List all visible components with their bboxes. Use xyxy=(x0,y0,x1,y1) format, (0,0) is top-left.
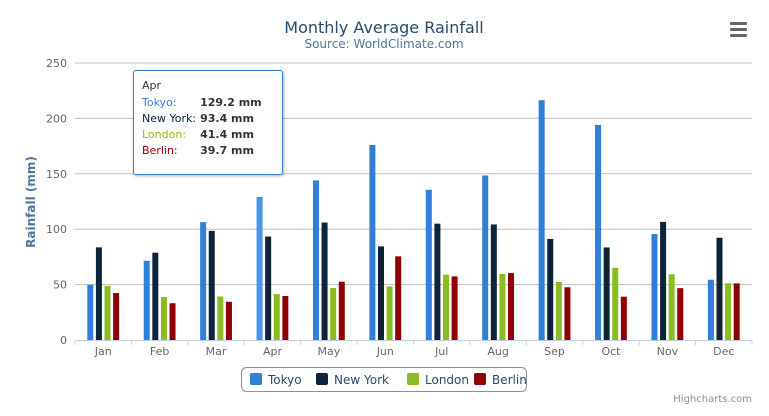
bar-new-york-apr[interactable] xyxy=(265,236,272,340)
export-menu-button[interactable] xyxy=(730,22,750,38)
bar-berlin-jun[interactable] xyxy=(395,256,402,340)
bar-new-york-dec[interactable] xyxy=(716,237,723,340)
y-tick-label: 0 xyxy=(60,334,67,347)
credits-link[interactable]: Highcharts.com xyxy=(673,394,752,405)
tooltip-row-tokyo: Tokyo: 129.2 mm xyxy=(142,96,262,109)
x-tick-label: Jan xyxy=(94,345,112,358)
bar-berlin-aug[interactable] xyxy=(508,273,515,340)
bar-berlin-jan[interactable] xyxy=(113,293,120,340)
bar-new-york-sep[interactable] xyxy=(547,238,554,340)
bar-berlin-oct[interactable] xyxy=(620,296,627,340)
legend-swatch xyxy=(474,373,486,385)
y-tick-label: 150 xyxy=(46,168,67,181)
x-tick-label: Feb xyxy=(150,345,169,358)
bar-tokyo-mar[interactable] xyxy=(200,222,207,340)
bar-tokyo-jul[interactable] xyxy=(425,189,432,340)
tooltip-header: Apr xyxy=(142,79,162,92)
bar-berlin-apr[interactable] xyxy=(282,296,289,340)
bar-london-mar[interactable] xyxy=(217,296,224,340)
bar-new-york-jul[interactable] xyxy=(434,223,441,340)
bar-berlin-may[interactable] xyxy=(338,281,345,340)
y-tick-label: 50 xyxy=(53,279,67,292)
y-tick-label: 200 xyxy=(46,112,67,125)
bar-tokyo-sep[interactable] xyxy=(538,100,545,341)
x-tick-label: Apr xyxy=(263,345,283,358)
y-tick-label: 250 xyxy=(46,57,67,70)
bar-london-feb[interactable] xyxy=(160,297,167,340)
x-tick-label: Mar xyxy=(206,345,227,358)
bar-tokyo-apr[interactable] xyxy=(256,196,263,340)
bar-new-york-aug[interactable] xyxy=(490,224,497,340)
bar-tokyo-jun[interactable] xyxy=(369,144,376,340)
legend-label[interactable]: New York xyxy=(334,373,389,387)
bar-berlin-mar[interactable] xyxy=(225,301,232,340)
x-tick-label: Nov xyxy=(657,345,679,358)
tooltip: Apr Tokyo: 129.2 mm New York: 93.4 mm Lond… xyxy=(133,70,283,175)
bar-london-apr[interactable] xyxy=(273,294,280,340)
bar-berlin-dec[interactable] xyxy=(733,283,740,340)
y-axis-title: Rainfall (mm) xyxy=(24,156,38,248)
legend-item-berlin[interactable]: Berlin xyxy=(474,373,527,387)
tooltip-row-new-york: New York: 93.4 mm xyxy=(142,112,254,125)
legend-label[interactable]: London xyxy=(425,373,469,387)
tooltip-row-london: London: 41.4 mm xyxy=(142,128,254,141)
bar-london-sep[interactable] xyxy=(555,281,562,340)
bar-london-dec[interactable] xyxy=(725,283,732,340)
legend-item-london[interactable]: London xyxy=(407,373,469,387)
bar-tokyo-feb[interactable] xyxy=(143,260,150,340)
x-tick-label: Oct xyxy=(601,345,621,358)
legend-label[interactable]: Berlin xyxy=(492,373,527,387)
bar-tokyo-may[interactable] xyxy=(312,180,319,340)
bar-london-nov[interactable] xyxy=(668,274,675,340)
bar-new-york-feb[interactable] xyxy=(152,252,159,340)
chart-subtitle: Source: WorldClimate.com xyxy=(304,37,463,51)
legend-box xyxy=(241,367,527,392)
bar-london-jan[interactable] xyxy=(104,285,111,340)
legend-item-tokyo[interactable]: Tokyo xyxy=(250,373,302,387)
x-tick-label: Jul xyxy=(434,345,448,358)
bar-tokyo-nov[interactable] xyxy=(651,234,658,340)
legend-swatch xyxy=(407,373,419,385)
y-tick-label: 100 xyxy=(46,223,67,236)
x-tick-label: Aug xyxy=(487,345,508,358)
bar-london-jun[interactable] xyxy=(386,286,393,340)
bar-new-york-nov[interactable] xyxy=(660,221,667,340)
x-tick-label: Sep xyxy=(544,345,565,358)
bar-london-may[interactable] xyxy=(330,287,337,340)
bar-berlin-feb[interactable] xyxy=(169,303,176,340)
bar-new-york-mar[interactable] xyxy=(208,230,215,340)
bar-new-york-oct[interactable] xyxy=(603,247,610,340)
bar-tokyo-jan[interactable] xyxy=(87,284,94,340)
x-tick-label: Dec xyxy=(713,345,734,358)
bar-berlin-sep[interactable] xyxy=(564,287,571,340)
bar-new-york-jun[interactable] xyxy=(377,246,384,340)
chart-title: Monthly Average Rainfall xyxy=(284,18,483,37)
bar-tokyo-aug[interactable] xyxy=(482,175,489,340)
x-tick-label: May xyxy=(318,345,341,358)
legend-item-new-york[interactable]: New York xyxy=(316,373,389,387)
bar-new-york-jan[interactable] xyxy=(95,247,102,340)
bar-berlin-jul[interactable] xyxy=(451,276,458,340)
bar-berlin-nov[interactable] xyxy=(677,288,684,340)
bar-london-oct[interactable] xyxy=(612,267,619,340)
menu-icon xyxy=(730,22,747,25)
bar-tokyo-dec[interactable] xyxy=(707,279,714,340)
bar-new-york-may[interactable] xyxy=(321,222,328,340)
legend-label[interactable]: Tokyo xyxy=(267,373,302,387)
x-tick-label: Jun xyxy=(376,345,394,358)
legend-swatch xyxy=(316,373,328,385)
legend: Tokyo New York London Berlin xyxy=(241,367,527,392)
bar-tokyo-oct[interactable] xyxy=(595,124,602,341)
legend-swatch xyxy=(250,373,262,385)
tooltip-row-berlin: Berlin: 39.7 mm xyxy=(142,144,254,157)
bar-london-jul[interactable] xyxy=(443,274,450,340)
bar-london-aug[interactable] xyxy=(499,273,506,340)
